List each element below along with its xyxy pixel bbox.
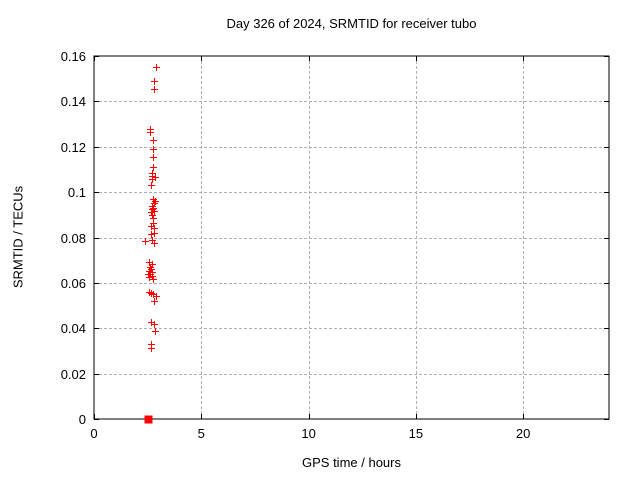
scatter-point-plus [142,238,149,245]
y-tick-label-0.04: 0.04 [60,321,86,337]
y-tick-label-0.08: 0.08 [60,230,86,246]
y-tick-label-0.06: 0.06 [60,275,86,291]
scatter-point-plus [148,231,155,238]
y-tick-label-0.02: 0.02 [60,366,86,382]
x-tick-label-10: 10 [301,426,316,441]
scatter-point-plus [151,208,158,215]
scatter-point-plus [148,209,155,216]
scatter-point-plus [146,268,153,275]
scatter-point-plus [150,276,157,283]
x-tick-label-0: 0 [90,426,98,441]
scatter-point-plus [150,146,157,153]
scatter-point-plus [151,240,158,247]
scatter-point-plus [153,64,160,71]
scatter-point-plus [151,321,158,328]
scatter-point-plus [150,154,157,161]
scatter-point-plus [146,274,153,281]
y-tick-label-0.14: 0.14 [60,94,86,110]
y-tick-label-0.1: 0.1 [67,185,86,201]
scatter-point-plus [149,212,156,219]
x-tick-label-15: 15 [408,426,424,441]
scatter-point-square [144,415,153,424]
scatter-point-plus [151,298,158,305]
scatter-point-plus [150,164,157,171]
scatter-point-plus [149,176,156,183]
scatter-point-plus [149,273,156,280]
scatter-point-plus [152,328,159,335]
scatter-point-plus [147,129,154,136]
scatter-point-plus [148,345,155,352]
scatter-point-plus [151,78,158,85]
y-tick-label-0.12: 0.12 [60,139,86,155]
scatter-point-plus [150,137,157,144]
scatter-point-plus [148,182,155,189]
y-tick-label-0.16: 0.16 [60,49,86,64]
scatter-point-plus [145,271,152,278]
scatter-point-plus [153,293,160,300]
x-tick-label-5: 5 [197,426,205,441]
scatter-point-plus [151,86,158,93]
scatter-point-plus [151,230,158,237]
y-tick-label-0: 0 [78,412,86,427]
x-tick-label-20: 20 [515,426,531,441]
scatter-point-plus [150,205,157,212]
chart-title: Day 326 of 2024, SRMTID for receiver tub… [226,16,477,31]
plot-border [93,55,610,420]
x-axis-label: GPS time / hours [302,455,401,470]
